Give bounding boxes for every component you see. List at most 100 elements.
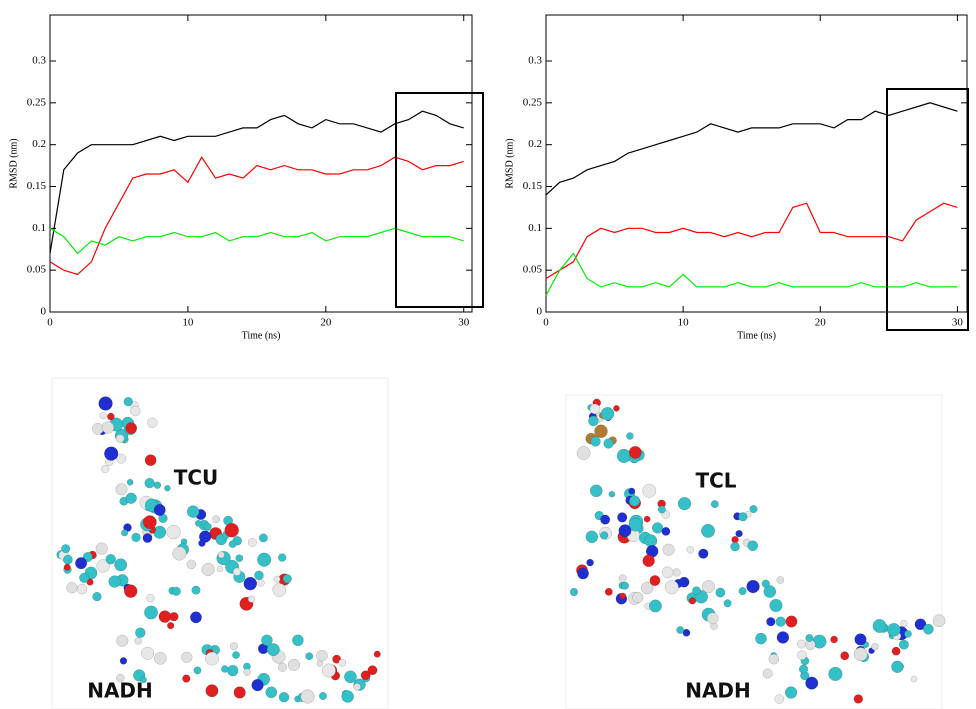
x-axis-label: Time (ns)	[737, 330, 776, 341]
atom	[145, 478, 155, 488]
atom	[354, 683, 361, 690]
atom	[316, 650, 327, 661]
atom	[120, 657, 127, 664]
y-axis-label: RMSD (nm)	[504, 138, 515, 188]
atom	[248, 596, 255, 603]
atom	[101, 465, 109, 473]
atom	[126, 493, 137, 504]
atom	[643, 484, 656, 497]
atom	[274, 576, 280, 582]
atom	[144, 606, 157, 619]
figure: TCU NADH TCL NADH 00.050.10.150.20.250.3…	[0, 0, 976, 709]
atom	[904, 630, 911, 637]
atom	[650, 575, 660, 585]
atom	[707, 613, 718, 624]
atom	[731, 542, 740, 551]
atom	[283, 574, 292, 583]
atom	[899, 640, 909, 650]
figure-canvas: TCU NADH TCL NADH 00.050.10.150.20.250.3…	[0, 0, 976, 709]
atom	[221, 665, 228, 672]
atom	[601, 407, 614, 420]
plot-frame	[50, 15, 472, 312]
atom	[199, 540, 206, 547]
y-tick-label: 0.1	[32, 222, 46, 234]
atom	[750, 505, 758, 513]
atom	[322, 664, 336, 678]
atom	[620, 593, 626, 599]
atom	[278, 554, 286, 562]
atom	[766, 617, 775, 626]
atom	[887, 623, 900, 636]
atom	[109, 576, 121, 588]
atom	[132, 533, 141, 542]
atom	[711, 500, 718, 507]
atom	[141, 647, 154, 660]
atom	[678, 497, 691, 510]
atom	[212, 516, 219, 523]
atom	[192, 586, 201, 595]
atom	[167, 622, 174, 629]
atom	[595, 425, 608, 438]
atom	[797, 650, 806, 659]
y-tick-label: 0.25	[523, 96, 543, 108]
x-axis-label: Time (ns)	[242, 330, 281, 341]
atom	[93, 592, 102, 601]
atom	[99, 397, 113, 411]
atom	[841, 652, 849, 660]
atom	[339, 659, 346, 666]
atom	[258, 580, 265, 587]
atom	[217, 566, 223, 572]
atom	[736, 530, 743, 537]
atom	[626, 432, 633, 439]
y-tick-label: 0.3	[528, 55, 542, 67]
atom	[619, 575, 627, 583]
atom	[187, 506, 199, 518]
atom	[116, 483, 128, 495]
atom	[770, 599, 783, 612]
x-tick-label: 10	[182, 317, 194, 329]
atom	[748, 541, 758, 551]
atom	[124, 585, 137, 598]
atom	[124, 397, 133, 406]
atom	[205, 652, 218, 665]
atom	[227, 665, 238, 676]
atom	[716, 588, 725, 597]
atom	[613, 405, 619, 411]
atom	[590, 404, 600, 414]
molecule-label: TCU	[174, 466, 219, 490]
atom	[167, 525, 181, 539]
atom	[777, 576, 784, 583]
atom	[629, 496, 640, 507]
molecule-label: NADH	[87, 679, 153, 703]
atom	[244, 669, 251, 676]
atom	[588, 416, 598, 426]
atom	[100, 412, 107, 419]
y-tick-label: 0.15	[523, 180, 543, 192]
atom	[106, 554, 116, 564]
y-tick-label: 0.15	[27, 180, 47, 192]
atom	[79, 573, 89, 583]
atom	[230, 643, 237, 650]
atom	[273, 583, 286, 596]
x-tick-label: 30	[458, 317, 470, 329]
atom	[933, 615, 945, 627]
y-tick-label: 0.2	[528, 138, 542, 150]
atom	[259, 534, 267, 542]
atom	[590, 485, 602, 497]
atom	[662, 527, 670, 535]
atom	[374, 651, 381, 658]
atom	[190, 612, 201, 623]
atom	[570, 588, 578, 596]
y-tick-label: 0.3	[32, 55, 46, 67]
panel-frame	[566, 395, 942, 709]
atom	[187, 560, 196, 569]
atom	[218, 552, 225, 559]
atom	[115, 559, 127, 571]
atom	[786, 616, 797, 627]
atom	[154, 652, 166, 664]
atom	[679, 577, 689, 587]
atom	[135, 628, 145, 638]
x-tick-label: 20	[815, 317, 827, 329]
atom	[724, 600, 732, 608]
atom	[785, 687, 797, 699]
